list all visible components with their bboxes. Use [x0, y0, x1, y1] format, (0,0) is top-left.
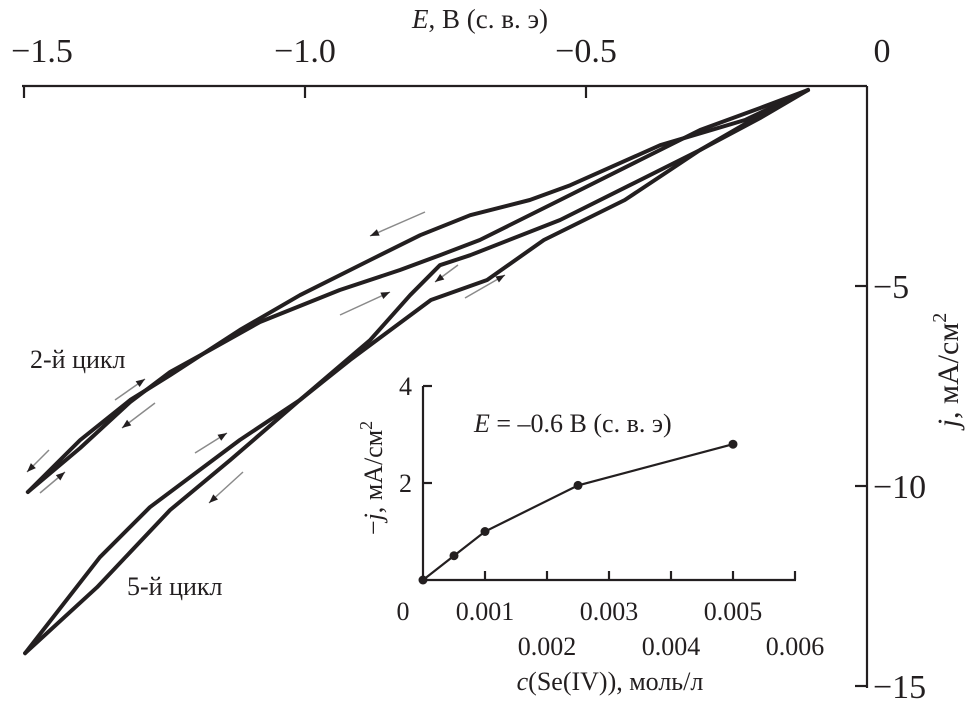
inset-x-axis-label: c(Se(IV)), моль/л — [517, 667, 704, 696]
main-x-tick-label: 0 — [874, 33, 891, 70]
cv-curve-cycle-2-cathodic — [25, 88, 810, 494]
cv-curve-cycle-2-anodic — [25, 88, 810, 494]
inset-y-tick-label: 2 — [399, 469, 412, 498]
main-x-tick-label: −0.5 — [555, 33, 617, 70]
inset-data-point — [728, 439, 738, 449]
inset-x-tick-label: 0.006 — [766, 632, 825, 661]
main-y-tick-label: −10 — [873, 469, 926, 506]
inset-series-line — [422, 443, 734, 581]
main-y-tick-label: −5 — [873, 269, 909, 306]
inset-x-tick-label: 0.001 — [456, 597, 515, 626]
inset-x-tick-label: 0.002 — [518, 632, 577, 661]
main-x-tick-label: −1.0 — [274, 33, 336, 70]
direction-arrow-icon — [339, 291, 391, 316]
inset-y-tick-label: 4 — [399, 372, 412, 401]
direction-arrow-icon — [26, 449, 50, 473]
cv-curve-cycle-5-cathodic — [23, 88, 810, 656]
inset-x-tick-label: 0.004 — [642, 632, 701, 661]
direction-arrow-icon — [121, 402, 156, 429]
inset-data-point — [449, 551, 459, 561]
main-x-axis-label: E, В (с. в. э) — [411, 4, 548, 34]
inset-x-tick-label: 0.005 — [704, 597, 763, 626]
main-x-tick-label: −1.5 — [11, 33, 73, 70]
direction-arrow-icon — [114, 378, 146, 401]
annotation-cycle-5: 5-й цикл — [127, 572, 223, 601]
inset-data-point — [573, 480, 583, 490]
direction-arrow-icon — [194, 432, 228, 454]
inset-x-tick-label: 0 — [397, 597, 410, 626]
inset-y-axis-label: −j, мА/см2 — [356, 421, 388, 535]
direction-arrow-icon — [369, 211, 426, 237]
direction-arrow-icon — [434, 264, 459, 283]
annotation-cycle-2: 2-й цикл — [30, 345, 126, 374]
inset-annotation: E = –0.6 В (с. в. э) — [473, 409, 672, 438]
direction-arrow-icon — [464, 274, 506, 299]
inset-data-point — [480, 527, 490, 536]
main-y-axis-label: j, мА/см2 — [929, 313, 965, 432]
inset-data-point — [418, 575, 428, 585]
direction-arrow-icon — [39, 471, 66, 494]
main-y-tick-label: −15 — [873, 669, 926, 706]
cv-curve-cycle-5-anodic — [23, 88, 810, 656]
direction-arrow-icon — [208, 471, 244, 504]
inset-x-tick-label: 0.003 — [580, 597, 639, 626]
